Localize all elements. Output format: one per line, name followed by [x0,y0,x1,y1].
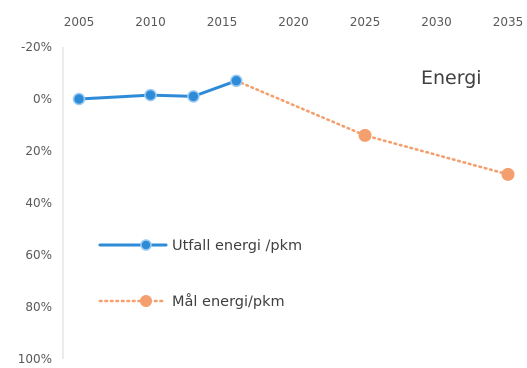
y-tick-label: 40% [25,196,52,210]
x-tick-label: 2025 [350,15,381,29]
actual-series-line [77,79,238,101]
x-tick-label: 2010 [135,15,166,29]
y-tick-label: 0% [33,92,52,106]
y-tick-label: 80% [25,300,52,314]
x-tick-label: 2035 [493,15,524,29]
legend-label: Mål energi/pkm [172,293,285,310]
legend-swatch-marker [140,239,152,251]
legend: Utfall energi /pkm Mål energi/pkm [98,238,302,310]
y-tick-label: 100% [18,352,52,366]
legend-swatch-marker [140,295,152,307]
target-series-line [235,79,510,176]
y-tick-label: 20% [25,144,52,158]
x-tick-label: 2020 [278,15,309,29]
x-tick-label: 2030 [421,15,452,29]
x-tick-label: 2015 [207,15,238,29]
chart-title: Energi [421,67,482,89]
actual-point [72,92,86,106]
target-point [501,167,515,181]
legend-label: Utfall energi /pkm [172,238,302,254]
series-layer [72,74,515,181]
x-tick-label: 2005 [64,15,95,29]
target-point [358,128,372,142]
y-tick-label: -20% [21,40,52,54]
y-tick-label: 60% [25,248,52,262]
actual-point [230,74,243,88]
actual-point [144,88,157,102]
actual-point [187,90,200,103]
y-axis-ticks: -20% 0% 20% 40% 60% 80% 100% [18,40,52,366]
x-axis-ticks: 2005 2010 2015 2020 2025 2030 2035 [64,15,524,29]
